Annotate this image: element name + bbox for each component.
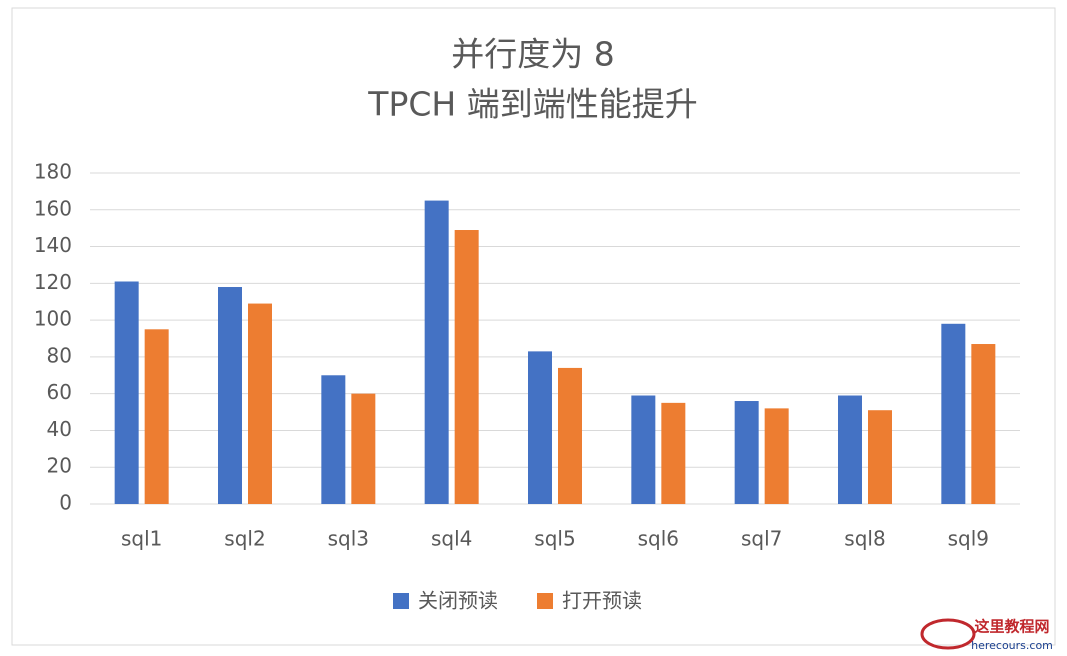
bar — [114, 281, 139, 504]
y-tick-label: 20 — [47, 454, 72, 478]
legend-swatch — [393, 593, 409, 609]
bar — [971, 344, 996, 504]
bar — [764, 408, 789, 504]
bar — [248, 303, 272, 504]
x-tick-label: sql5 — [534, 527, 575, 551]
chart-border — [11, 7, 1056, 646]
watermark-url: herecours.com — [971, 639, 1053, 652]
watermark-logo — [920, 618, 976, 650]
x-tick-label: sql9 — [948, 527, 989, 551]
legend-label: 打开预读 — [562, 589, 642, 613]
bar — [454, 230, 479, 504]
watermark: 这里教程网 herecours.com — [920, 618, 1053, 652]
y-tick-label: 120 — [34, 270, 72, 294]
bar — [351, 393, 376, 504]
y-tick-label: 40 — [47, 417, 72, 441]
y-tick-label: 80 — [47, 343, 72, 367]
bar — [661, 402, 686, 504]
y-tick-label: 180 — [34, 160, 72, 184]
y-tick-label: 140 — [34, 233, 72, 257]
x-tick-label: sql4 — [431, 527, 472, 551]
watermark-text: 这里教程网 — [974, 618, 1049, 636]
chart-title: TPCH 端到端性能提升 — [367, 85, 697, 124]
legend-swatch — [537, 593, 553, 609]
legend-label: 关闭预读 — [418, 589, 498, 613]
x-tick-label: sql2 — [224, 527, 265, 551]
x-tick-label: sql8 — [844, 527, 885, 551]
bar — [631, 395, 656, 504]
chart-title: 并行度为 8 — [451, 35, 615, 74]
x-tick-label: sql6 — [638, 527, 679, 551]
bar — [941, 323, 966, 504]
bar — [734, 401, 759, 504]
x-tick-label: sql3 — [328, 527, 369, 551]
bar — [321, 375, 346, 504]
y-tick-label: 60 — [47, 380, 72, 404]
bar — [144, 329, 169, 504]
bar — [218, 287, 242, 504]
bar — [528, 351, 552, 504]
y-tick-label: 100 — [34, 307, 72, 331]
bar — [558, 367, 582, 504]
bar — [838, 395, 862, 504]
bar — [424, 200, 449, 505]
y-tick-label: 160 — [34, 196, 72, 220]
x-tick-label: sql7 — [741, 527, 782, 551]
y-tick-label: 0 — [59, 491, 72, 515]
bar — [868, 410, 892, 504]
x-tick-label: sql1 — [121, 527, 162, 551]
